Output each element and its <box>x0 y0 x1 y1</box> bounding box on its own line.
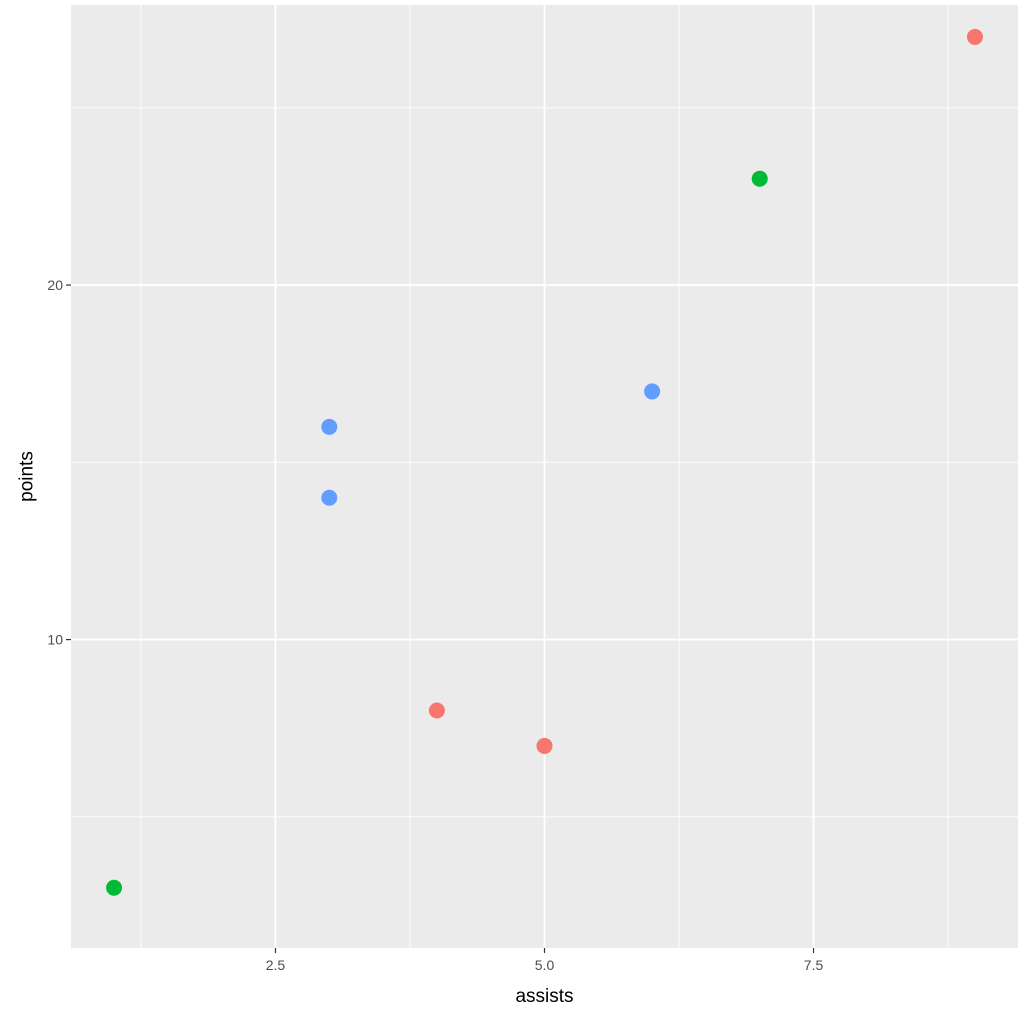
data-points <box>106 28 983 896</box>
data-point <box>428 702 445 719</box>
y-tick-label: 10 <box>47 632 63 648</box>
x-tick-label: 7.5 <box>804 957 824 973</box>
y-axis-ticks: 10 20 <box>47 277 71 648</box>
y-axis-title: points <box>17 451 38 502</box>
data-point <box>644 383 661 400</box>
data-point <box>321 489 338 506</box>
major-gridlines <box>71 5 1018 948</box>
data-point <box>966 28 983 45</box>
data-point <box>321 418 338 435</box>
x-tick-label: 5.0 <box>535 957 555 973</box>
data-point <box>106 879 123 896</box>
x-axis-title: assists <box>515 986 573 1007</box>
x-tick-label: 2.5 <box>266 957 286 973</box>
x-axis-ticks: 2.5 5.0 7.5 <box>266 948 824 973</box>
data-point <box>536 737 553 754</box>
data-point <box>751 170 768 187</box>
y-tick-label: 20 <box>47 277 63 293</box>
